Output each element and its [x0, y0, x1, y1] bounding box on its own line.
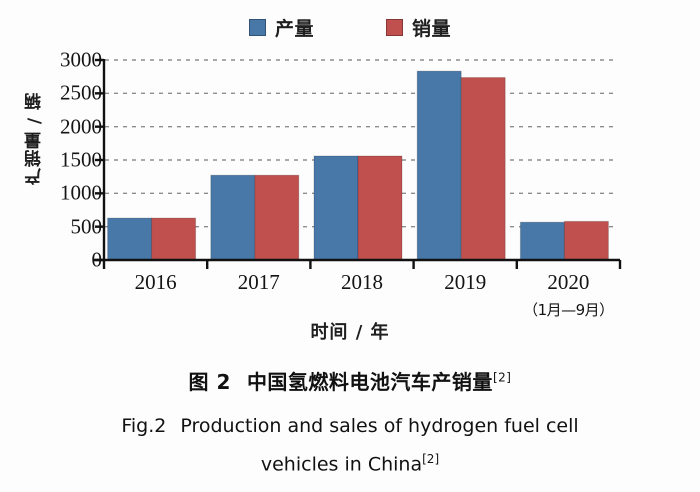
- x-tick-label-year: 2017: [237, 270, 280, 294]
- figure-number-english: Fig.2: [121, 415, 167, 437]
- bar-2020-production: [519, 221, 565, 261]
- legend-swatch-production: [248, 19, 266, 36]
- bar-2017-sales: [254, 174, 300, 261]
- bar-2019-sales: [460, 77, 506, 261]
- legend-entry-production: 产量: [248, 14, 314, 41]
- x-tick-label-2016: 2016: [135, 270, 177, 295]
- x-tick-label-2017: 2017: [238, 270, 280, 295]
- x-tick-label-2019: 2019: [444, 270, 486, 295]
- figure-caption-chinese-text: 中国氢燃料电池汽车产销量: [246, 370, 493, 394]
- x-tick-label-year: 2018: [341, 270, 383, 294]
- bar-2019-production: [416, 70, 462, 261]
- figure-caption-english: Fig.2 Production and sales of hydrogen fu…: [90, 410, 610, 481]
- x-tick-label-2020: 2020 （1月—9月）: [523, 270, 614, 320]
- x-axis-title: 时间 / 年: [310, 322, 390, 343]
- figure-caption-english-line1: Production and sales of hydrogen fuel ce…: [180, 415, 579, 437]
- bar-2017-production: [210, 174, 256, 261]
- figure-number-chinese: 图 2: [188, 370, 231, 394]
- bar-2016-production: [107, 217, 153, 261]
- x-tick-label-year: 2016: [134, 270, 177, 294]
- chart-axis-ticks: [95, 58, 622, 269]
- bar-2018-sales: [357, 155, 403, 261]
- figure-caption-english-ref: [2]: [422, 452, 440, 466]
- legend-label-sales: 销量: [412, 18, 452, 40]
- bar-2016-sales: [151, 217, 197, 261]
- chart-legend: 产量 销量: [0, 14, 700, 41]
- y-axis-tick-labels: 050010001500200025003000: [40, 0, 102, 492]
- figure-caption-chinese-ref: [2]: [492, 370, 512, 385]
- bar-2020-sales: [563, 220, 609, 261]
- chart-bars: [107, 70, 609, 261]
- legend-label-production: 产量: [274, 18, 314, 40]
- legend-entry-sales: 销量: [386, 14, 451, 41]
- x-tick-label-year: 2019: [444, 270, 487, 294]
- bar-2018-production: [313, 155, 359, 261]
- figure-caption-english-line2: vehicles in China: [260, 453, 423, 476]
- legend-swatch-sales: [386, 19, 403, 36]
- x-tick-label-year: 2020: [547, 270, 590, 294]
- figure-caption-chinese: 图 2 中国氢燃料电池汽车产销量[2]: [0, 366, 700, 395]
- x-tick-sublabel-2020: （1月—9月）: [523, 301, 614, 319]
- x-tick-label-2018: 2018: [341, 270, 383, 295]
